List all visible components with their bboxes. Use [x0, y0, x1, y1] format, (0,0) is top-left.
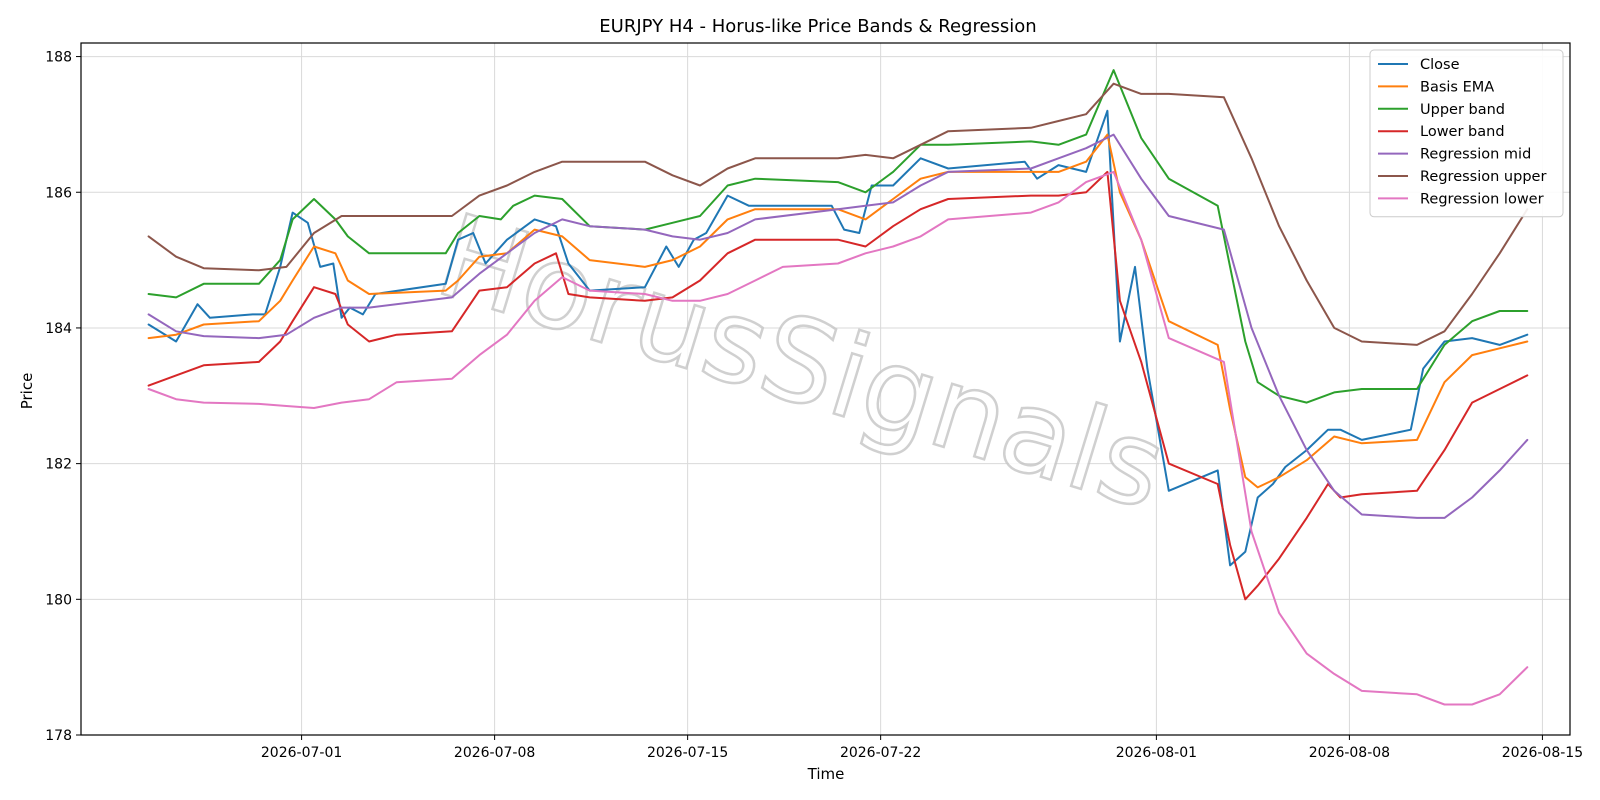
- y-tick-label: 178: [45, 728, 72, 744]
- watermark-text: HorusSignals: [423, 189, 1179, 536]
- x-axis-title: Time: [807, 765, 845, 783]
- series-line-close: [147, 109, 1529, 567]
- x-tick-label: 2026-08-01: [1116, 745, 1197, 761]
- x-tick-label: 2026-07-08: [454, 745, 535, 761]
- legend-entry: Close: [1420, 57, 1460, 73]
- grid: [81, 43, 1570, 736]
- y-axis-title: Price: [18, 373, 36, 410]
- x-axis-ticks: 2026-07-01 2026-07-08 2026-07-15 2026-07-22…: [261, 735, 1583, 761]
- legend-entry: Upper band: [1420, 102, 1505, 118]
- legend-box: [1369, 49, 1564, 218]
- x-tick-label: 2026-07-15: [647, 745, 728, 761]
- legend-entry: Regression upper: [1420, 169, 1546, 185]
- legend-entry: Lower band: [1420, 124, 1505, 140]
- chart-title: EURJPY H4 - Horus-like Price Bands & Reg…: [599, 16, 1036, 37]
- x-tick-label: 2026-07-01: [261, 745, 342, 761]
- y-tick-label: 180: [45, 592, 72, 608]
- y-tick-label: 182: [45, 457, 72, 473]
- y-tick-label: 188: [45, 50, 72, 66]
- legend-entry: Regression lower: [1420, 191, 1544, 207]
- y-tick-label: 184: [45, 321, 72, 337]
- plot-area-frame: [80, 42, 1571, 736]
- y-axis-ticks: 178 180 182 184 186 188: [45, 50, 81, 744]
- y-tick-label: 186: [45, 185, 72, 201]
- series-lines: [147, 69, 1529, 706]
- series-line-regression-lower: [147, 170, 1529, 706]
- series-line-basis-ema: [147, 133, 1529, 489]
- legend: Close Basis EMA Upper band Lower band Regres…: [1369, 49, 1564, 218]
- x-tick-label: 2026-08-08: [1309, 745, 1390, 761]
- x-tick-label: 2026-07-22: [840, 745, 921, 761]
- legend-entry: Basis EMA: [1420, 79, 1494, 95]
- watermark: HorusSignals: [422, 188, 1181, 538]
- series-line-regression-mid: [147, 133, 1529, 519]
- series-line-lower-band: [147, 170, 1529, 601]
- x-tick-label: 2026-08-15: [1502, 745, 1583, 761]
- series-line-regression-upper: [147, 82, 1529, 346]
- series-line-upper-band: [147, 69, 1529, 404]
- legend-entry: Regression mid: [1420, 147, 1531, 163]
